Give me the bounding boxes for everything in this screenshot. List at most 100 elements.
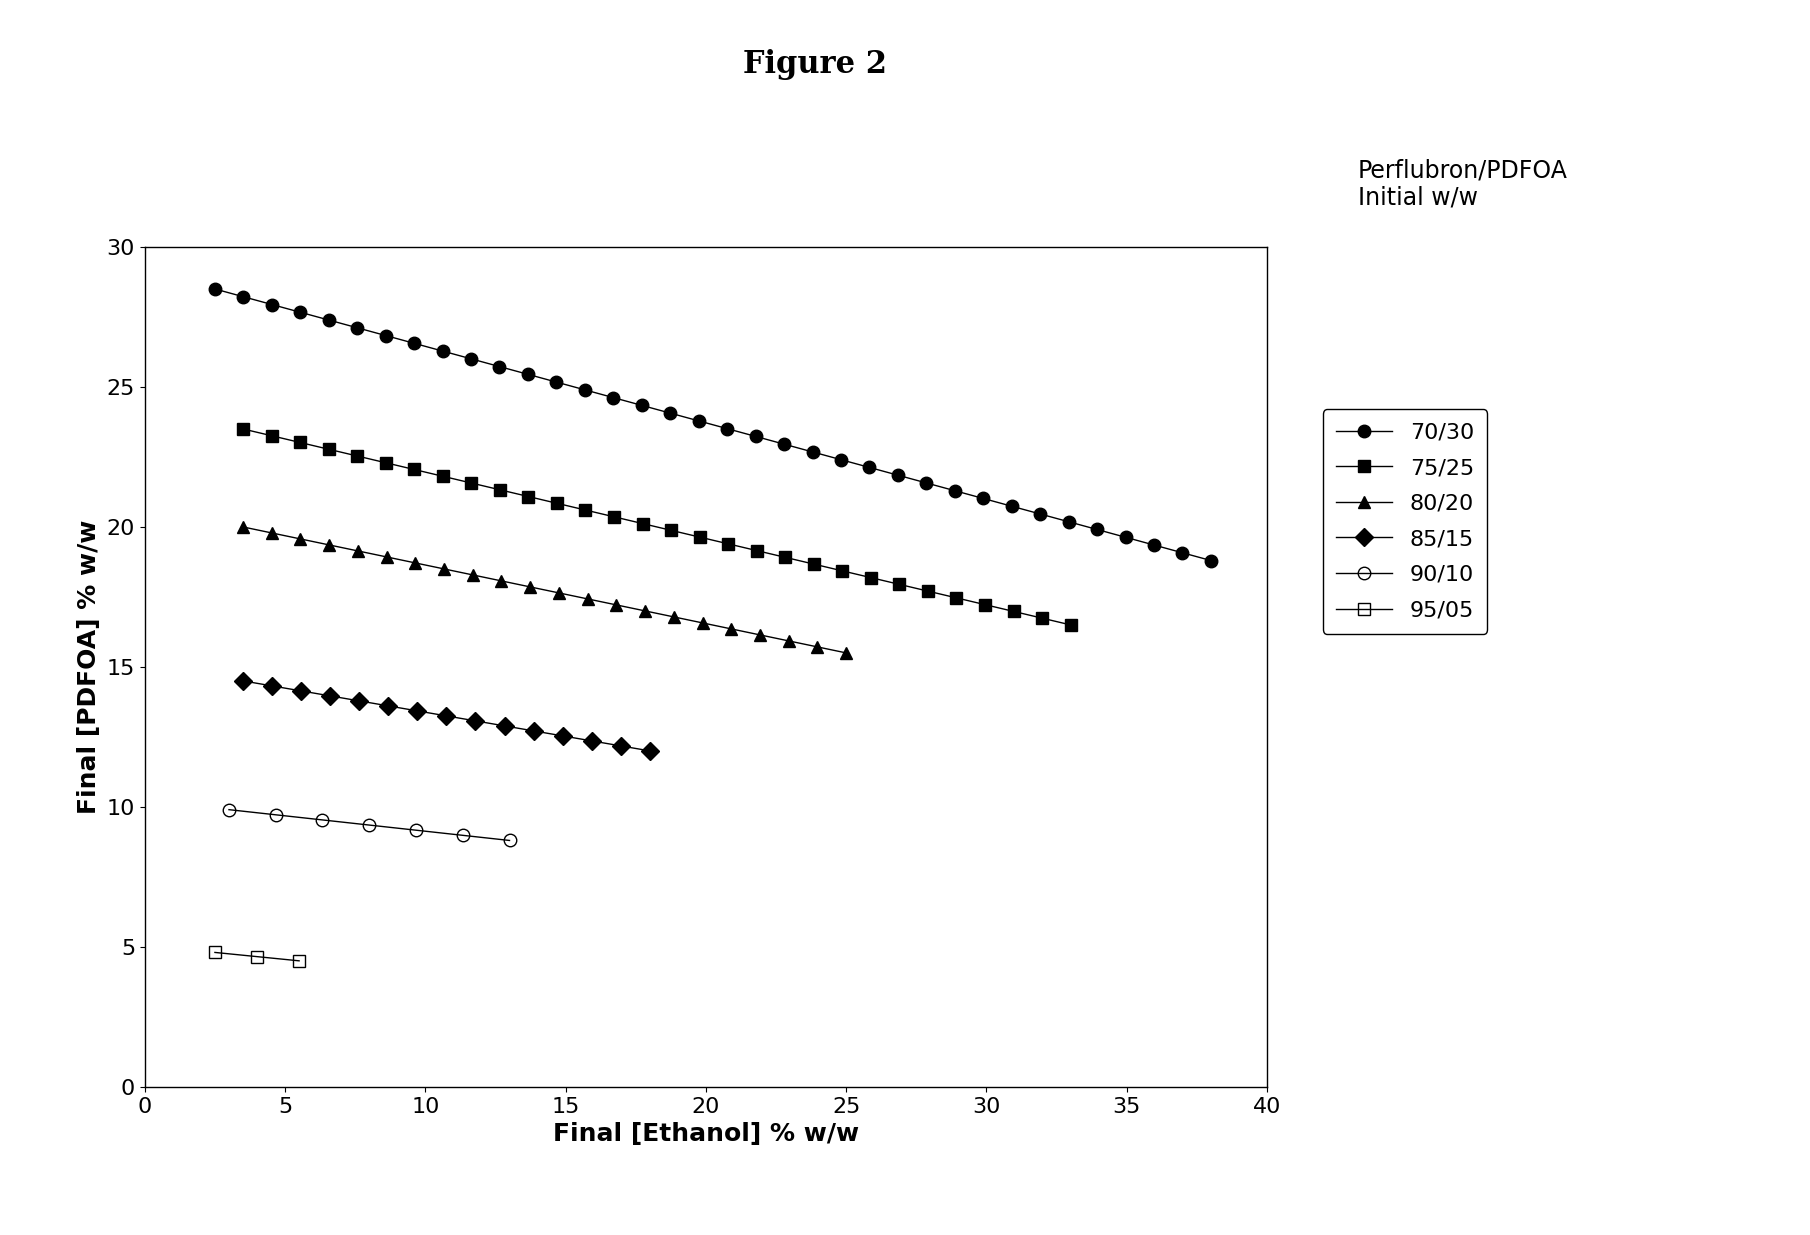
85/15 <box>639 743 661 758</box>
90/10 <box>452 827 474 842</box>
75/25 <box>974 598 996 613</box>
75/25 <box>460 475 481 490</box>
Line: 90/10: 90/10 <box>223 804 516 847</box>
95/05 <box>246 950 268 965</box>
75/25 <box>547 496 568 511</box>
80/20 <box>634 604 655 619</box>
70/30 <box>319 312 340 327</box>
75/25 <box>690 530 711 545</box>
70/30 <box>1057 514 1079 529</box>
85/15 <box>319 688 340 703</box>
75/25 <box>1003 604 1024 619</box>
70/30 <box>1200 553 1222 568</box>
80/20 <box>404 556 425 571</box>
75/25 <box>661 522 682 537</box>
75/25 <box>831 563 853 578</box>
85/15 <box>494 719 516 734</box>
75/25 <box>804 557 825 572</box>
85/15 <box>436 709 458 724</box>
85/15 <box>610 739 632 753</box>
75/25 <box>346 448 367 463</box>
70/30 <box>375 329 396 343</box>
90/10 <box>264 808 286 823</box>
70/30 <box>1030 506 1052 521</box>
Text: Perflubron/PDFOA
Initial w/w: Perflubron/PDFOA Initial w/w <box>1358 158 1567 210</box>
70/30 <box>574 383 595 398</box>
80/20 <box>606 598 628 613</box>
70/30 <box>887 468 909 483</box>
70/30 <box>433 343 454 358</box>
80/20 <box>433 562 454 577</box>
75/25 <box>232 421 253 436</box>
70/30 <box>346 320 367 335</box>
Line: 70/30: 70/30 <box>208 283 1216 567</box>
70/30 <box>916 475 938 490</box>
80/20 <box>749 627 771 642</box>
95/05 <box>205 945 226 960</box>
70/30 <box>1115 530 1137 545</box>
Text: Figure 2: Figure 2 <box>742 49 887 80</box>
75/25 <box>632 516 653 531</box>
80/20 <box>691 615 713 630</box>
70/30 <box>773 437 795 452</box>
75/25 <box>433 469 454 484</box>
80/20 <box>261 526 282 541</box>
80/20 <box>836 646 858 661</box>
70/30 <box>858 459 880 474</box>
90/10 <box>217 803 239 818</box>
70/30 <box>489 359 510 374</box>
80/20 <box>519 579 541 594</box>
70/30 <box>404 336 425 351</box>
70/30 <box>802 445 824 459</box>
80/20 <box>491 573 512 588</box>
70/30 <box>290 305 311 320</box>
70/30 <box>261 298 282 312</box>
70/30 <box>972 492 994 506</box>
70/30 <box>603 390 624 405</box>
75/25 <box>746 543 767 558</box>
75/25 <box>860 571 881 585</box>
90/10 <box>498 834 521 848</box>
75/25 <box>603 509 624 524</box>
70/30 <box>545 374 567 389</box>
70/30 <box>688 414 710 429</box>
80/20 <box>348 543 369 558</box>
75/25 <box>319 442 340 457</box>
80/20 <box>462 568 483 583</box>
75/25 <box>518 489 539 504</box>
75/25 <box>261 429 282 443</box>
95/05 <box>288 953 310 968</box>
85/15 <box>552 729 574 743</box>
70/30 <box>1171 546 1193 561</box>
Line: 85/15: 85/15 <box>237 674 655 757</box>
75/25 <box>717 536 738 551</box>
90/10 <box>405 823 427 837</box>
70/30 <box>232 289 253 304</box>
80/20 <box>232 520 253 535</box>
75/25 <box>375 456 396 471</box>
85/15 <box>407 704 429 719</box>
85/15 <box>348 694 369 709</box>
70/30 <box>632 398 653 412</box>
80/20 <box>662 610 684 625</box>
70/30 <box>1144 537 1166 552</box>
X-axis label: Final [Ethanol] % w/w: Final [Ethanol] % w/w <box>552 1123 860 1146</box>
70/30 <box>744 429 766 443</box>
85/15 <box>290 683 311 698</box>
75/25 <box>489 483 510 498</box>
80/20 <box>376 550 398 564</box>
85/15 <box>378 699 400 714</box>
75/25 <box>889 577 910 592</box>
Line: 95/05: 95/05 <box>208 946 306 967</box>
80/20 <box>807 640 829 655</box>
75/25 <box>1032 611 1053 626</box>
80/20 <box>778 634 800 648</box>
80/20 <box>577 592 599 606</box>
80/20 <box>720 621 742 636</box>
70/30 <box>1001 499 1023 514</box>
Line: 80/20: 80/20 <box>237 521 853 659</box>
75/25 <box>1059 618 1081 632</box>
85/15 <box>232 673 253 688</box>
70/30 <box>831 452 853 467</box>
75/25 <box>775 550 796 564</box>
